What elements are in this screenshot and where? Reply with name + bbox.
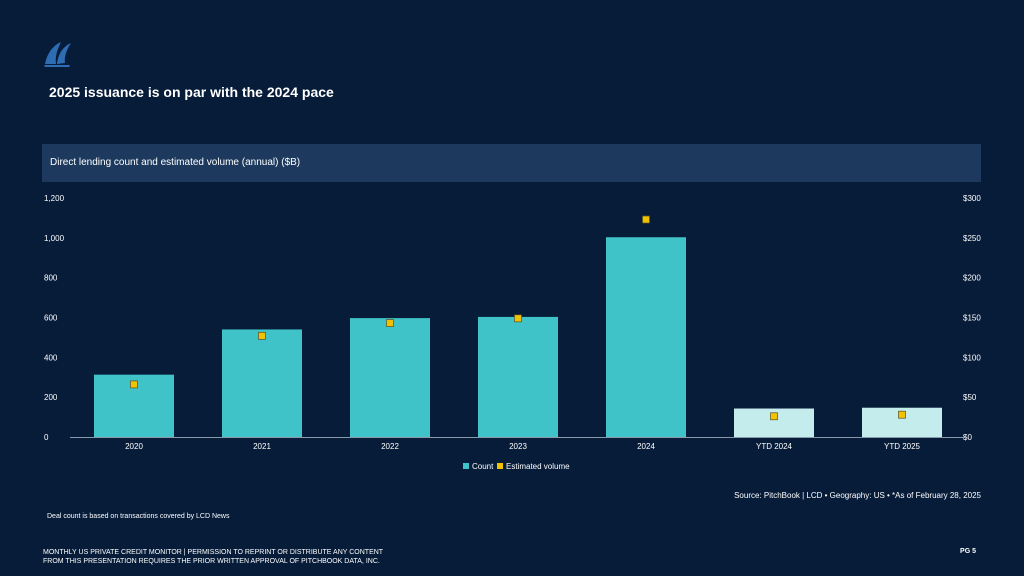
legend-label-count: Count [472,462,494,471]
chart-header-band: Direct lending count and estimated volum… [42,144,981,182]
left-axis-tick-label: 1,000 [44,234,65,243]
right-axis-tick-label: $0 [963,433,972,442]
volume-marker [898,410,906,419]
volume-marker [386,319,394,327]
source-note: Source: PitchBook | LCD • Geography: US … [734,491,981,500]
left-axis-tick-label: 0 [44,433,49,442]
page-number: PG 5 [960,548,976,555]
left-axis-tick-label: 200 [44,393,58,402]
legend-label-volume: Estimated volume [506,462,570,471]
right-axis-tick-label: $200 [963,274,981,283]
x-axis-tick-label: 2021 [253,442,271,451]
right-axis-tick-label: $150 [963,314,981,323]
footnote: Deal count is based on transactions cove… [47,513,230,520]
chart-title: Direct lending count and estimated volum… [50,157,301,168]
right-axis-tick-label: $50 [963,393,977,402]
count-bar [606,237,686,437]
count-bar [478,316,558,437]
left-axis-tick-label: 800 [44,274,58,283]
slide-title: 2025 issuance is on par with the 2024 pa… [49,84,334,100]
pitchbook-logo-icon [44,42,71,67]
count-bar [222,329,302,437]
left-axis-tick-label: 1,200 [44,194,65,203]
legend-swatch-volume [497,463,503,469]
volume-marker [258,331,266,340]
right-axis-tick-label: $300 [963,194,981,203]
volume-marker [514,314,522,323]
x-axis-tick-label: 2020 [125,442,143,451]
x-axis-tick-label: 2023 [509,442,527,451]
legend-swatch-count [463,463,469,469]
volume-marker [770,412,778,421]
volume-marker [642,215,650,224]
volume-marker [130,380,138,389]
x-axis-tick-label: YTD 2025 [884,442,921,451]
left-axis-tick-label: 600 [44,314,58,323]
right-axis-tick-label: $100 [963,353,981,362]
x-axis-tick-label: YTD 2024 [756,442,793,451]
count-bar [350,318,430,437]
footer-disclaimer: MONTHLY US PRIVATE CREDIT MONITOR | PERM… [43,548,383,566]
footer-line-1: MONTHLY US PRIVATE CREDIT MONITOR | PERM… [43,549,384,556]
left-axis-tick-label: 400 [44,353,58,362]
right-axis-tick-label: $250 [963,234,981,243]
x-axis-tick-label: 2024 [637,442,655,451]
footer-line-2: FROM THIS PRESENTATION REQUIRES THE PRIO… [43,558,380,565]
x-axis-tick-label: 2022 [381,442,399,451]
